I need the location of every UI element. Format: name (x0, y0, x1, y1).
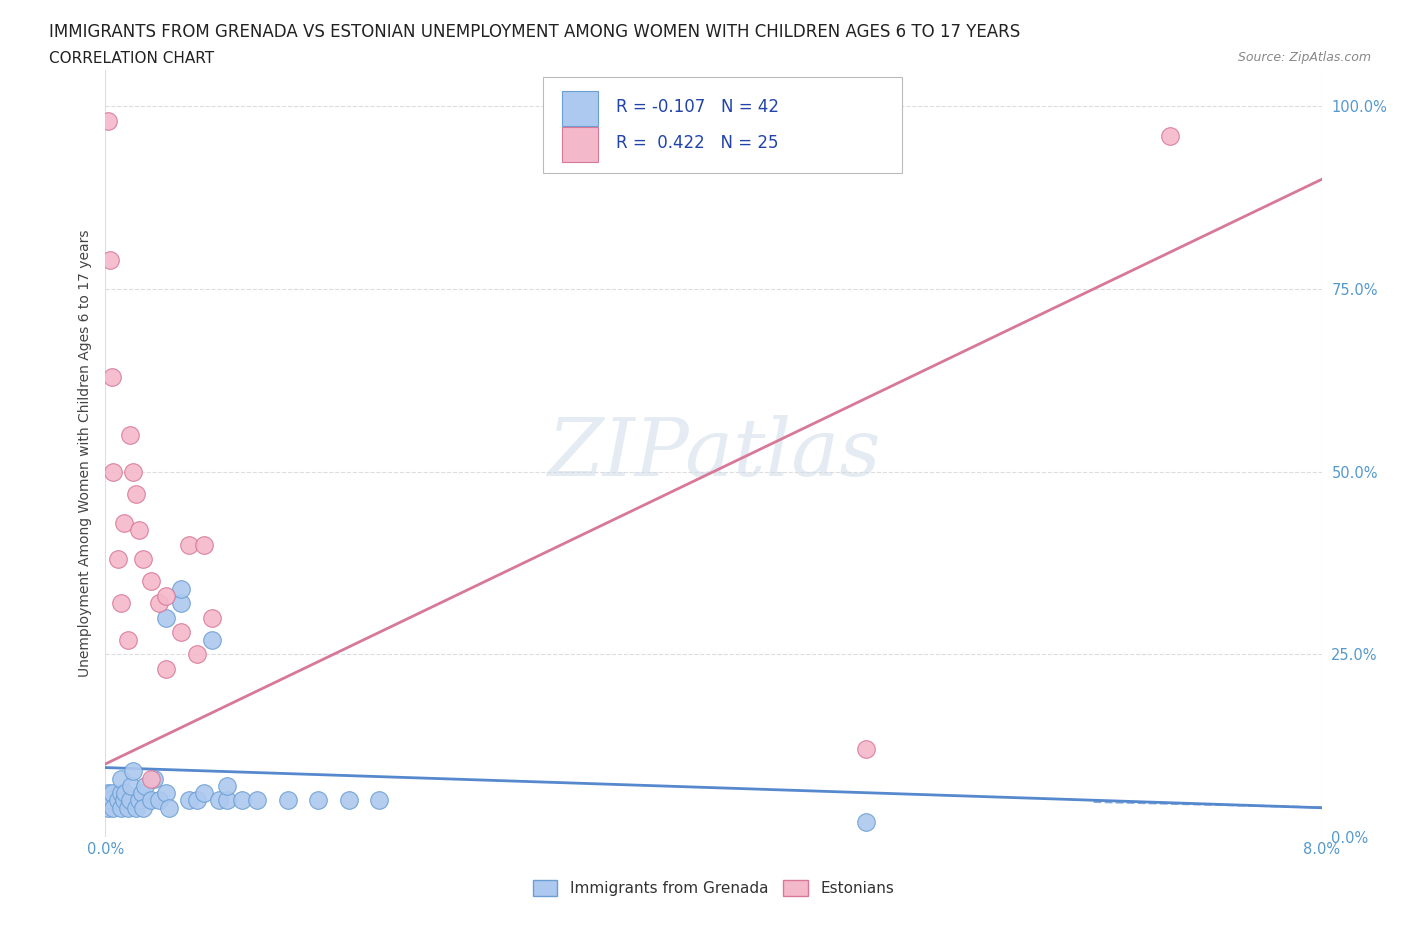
Point (1159, 128, 1181, 143)
Point (120, 778, 142, 793)
Point (170, 596, 193, 611)
Point (148, 793, 170, 808)
Point (246, 793, 269, 808)
Point (201, 610, 224, 625)
Point (217, 778, 239, 793)
Point (117, 801, 139, 816)
Point (125, 801, 148, 816)
Text: ZIPatlas: ZIPatlas (547, 415, 880, 492)
Point (117, 632, 139, 647)
Point (101, 464, 124, 479)
Point (201, 632, 224, 647)
Point (121, 764, 143, 778)
Point (98, 252, 121, 267)
Point (139, 574, 162, 589)
Legend: Immigrants from Grenada, Estonians: Immigrants from Grenada, Estonians (527, 874, 900, 902)
Text: Source: ZipAtlas.com: Source: ZipAtlas.com (1237, 51, 1371, 64)
Point (118, 793, 141, 808)
Point (177, 793, 200, 808)
Point (307, 793, 329, 808)
Point (97, 801, 120, 816)
Point (170, 625, 193, 640)
Point (110, 786, 132, 801)
Point (132, 551, 155, 566)
Point (110, 801, 132, 816)
Point (139, 793, 162, 808)
Point (100, 786, 122, 801)
Point (855, 742, 877, 757)
Point (98, 793, 121, 808)
Text: IMMIGRANTS FROM GRENADA VS ESTONIAN UNEMPLOYMENT AMONG WOMEN WITH CHILDREN AGES : IMMIGRANTS FROM GRENADA VS ESTONIAN UNEM… (49, 23, 1021, 41)
Point (125, 486, 148, 501)
Point (368, 793, 391, 808)
Point (139, 771, 162, 786)
Point (132, 801, 155, 816)
Point (97, 113, 120, 128)
Point (170, 581, 193, 596)
Point (193, 538, 215, 552)
Point (155, 661, 177, 676)
Point (128, 793, 150, 808)
Point (155, 786, 177, 801)
Point (155, 610, 177, 625)
Point (121, 464, 143, 479)
FancyBboxPatch shape (561, 127, 598, 162)
Point (337, 793, 360, 808)
Point (186, 647, 208, 662)
Point (128, 523, 150, 538)
Point (143, 771, 166, 786)
Point (217, 793, 239, 808)
Point (110, 596, 132, 611)
Point (155, 589, 177, 604)
Point (97, 786, 120, 801)
Point (134, 778, 156, 793)
Point (118, 428, 141, 443)
Point (101, 801, 124, 816)
FancyBboxPatch shape (561, 91, 598, 126)
Point (231, 793, 253, 808)
Point (131, 786, 153, 801)
Point (148, 596, 170, 611)
Text: CORRELATION CHART: CORRELATION CHART (49, 51, 214, 66)
Point (177, 538, 200, 552)
Text: R =  0.422   N = 25: R = 0.422 N = 25 (616, 134, 779, 152)
Point (107, 551, 129, 566)
Y-axis label: Unemployment Among Women with Children Ages 6 to 17 years: Unemployment Among Women with Children A… (79, 230, 93, 677)
Point (107, 793, 129, 808)
Point (855, 815, 877, 830)
Point (193, 786, 215, 801)
Point (114, 786, 136, 801)
Point (277, 793, 299, 808)
FancyBboxPatch shape (543, 77, 903, 173)
Text: R = -0.107   N = 42: R = -0.107 N = 42 (616, 98, 779, 115)
Point (100, 369, 122, 384)
Point (112, 793, 135, 808)
Point (186, 793, 208, 808)
Point (112, 515, 135, 530)
Point (110, 771, 132, 786)
Point (157, 801, 180, 816)
Point (208, 793, 231, 808)
